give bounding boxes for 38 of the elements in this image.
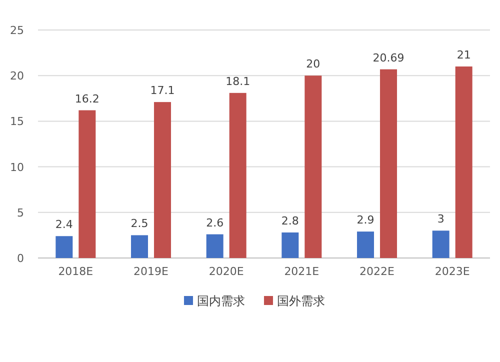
y-tick-label: 25 xyxy=(10,24,24,37)
y-tick-label: 10 xyxy=(10,160,24,174)
x-tick-label: 2021E xyxy=(284,265,320,278)
data-label: 18.1 xyxy=(226,74,250,88)
bar xyxy=(357,232,374,258)
bar xyxy=(56,236,73,258)
bar xyxy=(206,234,224,258)
data-label: 2.6 xyxy=(206,216,224,230)
y-tick-label: 5 xyxy=(17,206,24,220)
data-label: 21 xyxy=(456,48,471,62)
data-label: 20 xyxy=(306,58,320,71)
data-label: 2.5 xyxy=(130,217,148,230)
x-tick-label: 2023E xyxy=(434,265,470,278)
data-label: 2.8 xyxy=(281,214,299,228)
y-tick-label: 20 xyxy=(10,70,24,83)
data-label: 2.9 xyxy=(356,214,374,227)
bar xyxy=(380,69,397,258)
x-tick-label: 2020E xyxy=(208,265,244,278)
bar xyxy=(131,235,148,258)
legend-label: 国内需求 xyxy=(197,294,245,308)
x-tick-label: 2018E xyxy=(58,265,94,278)
data-label: 2.4 xyxy=(55,218,73,232)
bar xyxy=(282,232,299,258)
y-tick-label: 0 xyxy=(17,252,24,265)
x-tick-label: 2019E xyxy=(134,265,169,278)
y-tick-label: 15 xyxy=(10,115,24,128)
bar xyxy=(229,92,246,258)
data-label: 20.69 xyxy=(372,51,404,64)
bar xyxy=(455,66,472,258)
x-tick-label: 2022E xyxy=(360,265,395,278)
data-label: 16.2 xyxy=(74,92,100,106)
data-label: 17.1 xyxy=(150,84,175,98)
data-label: 3 xyxy=(437,212,444,226)
bar xyxy=(304,76,322,258)
bar xyxy=(432,230,450,258)
bar xyxy=(154,102,171,258)
bar xyxy=(78,110,96,258)
legend-label: 国外需求 xyxy=(277,294,325,308)
